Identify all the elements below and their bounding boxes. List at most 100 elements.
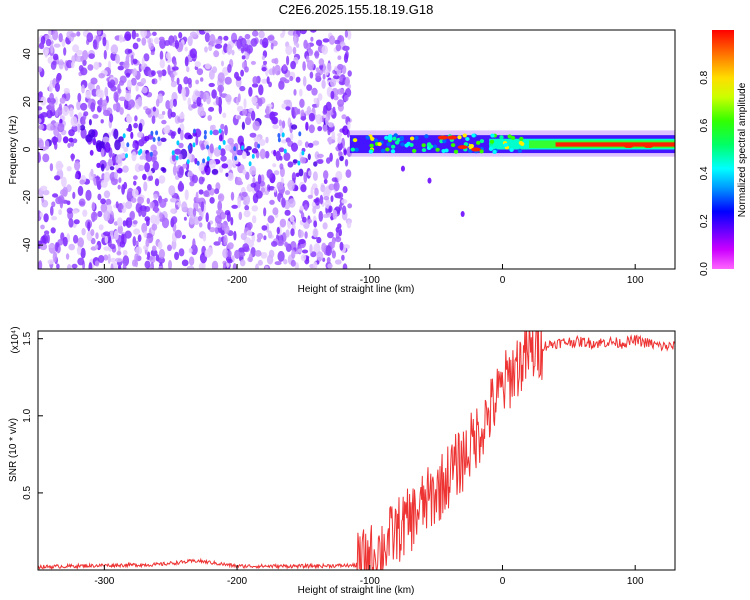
spectrogram-noise-blob [42,153,50,163]
spectrogram-noise-blob [249,132,257,138]
spectrogram-noise-blob [113,230,119,241]
spectrogram-noise-blob [343,94,349,102]
spectrogram-noise-blob [321,242,327,253]
spectrogram-accent-blob [139,148,143,154]
spectrogram-noise-blob [243,200,248,206]
signal-blob [432,144,438,149]
spectrogram-noise-blob [240,69,245,77]
spectrogram-noise-blob [183,76,189,85]
spectrogram-noise-blob [151,245,157,252]
spectrogram-noise-blob [202,233,207,242]
spectrogram-noise-blob [226,159,233,170]
spectrogram-noise-blob [169,99,174,109]
spectrogram-noise-blob [163,126,171,134]
spectrogram-noise-blob [345,169,352,178]
spectrogram-noise-blob [79,179,85,185]
spectrogram-noise-blob [272,163,277,168]
spectrogram-noise-blob [223,234,228,246]
spectrogram-noise-blob [326,157,331,164]
spectrogram-noise-blob [215,96,220,106]
spectrogram-noise-blob [122,165,129,173]
spectrogram-noise-blob [225,94,232,103]
colorbar-ticks: 0.0 0.2 0.4 0.6 0.8 [699,70,710,276]
spectrogram-noise-blob [238,211,243,221]
spectrogram-noise-blob [103,246,110,251]
spectrogram-noise-blob [152,150,158,157]
spectrogram-noise-blob [95,89,103,98]
spectrogram-noise-blob [293,35,297,46]
spectrogram-noise-blob [275,150,281,161]
spectrogram-noise-blob [103,49,107,60]
spectrogram-noise-blob [150,249,158,257]
spectrogram-noise-blob [192,207,197,218]
spectrogram-noise-blob [150,144,157,152]
signal-blob [444,148,449,153]
spectrogram-noise-blob [299,98,305,109]
spectrogram-noise-blob [72,138,78,144]
spectrogram-noise-blob [145,108,152,115]
spectrogram-noise-blob [337,135,342,144]
spectrogram-noise-blob [316,251,324,261]
spectrogram-noise-blob [135,246,143,255]
spectrogram-noise-blob [151,70,156,77]
signal-blob [488,146,494,151]
spectrogram-noise-blob [301,249,309,254]
spectrogram-noise-blob [90,211,98,221]
spectrogram-noise-blob [81,228,86,236]
spectrogram-noise-blob [281,197,286,208]
spectrogram-noise-blob [74,173,79,180]
spectrogram-noise-blob [278,147,285,153]
spectrogram-noise-blob [130,197,137,203]
spectrogram-noise-blob [273,149,277,157]
spectrogram-noise-blob [195,191,199,203]
spectrogram-noise-blob [300,184,307,193]
spectrogram-noise-blob [98,224,104,231]
spectrogram-noise-blob [251,205,259,212]
spectrogram-noise-blob [288,198,296,208]
signal-blob [369,143,374,148]
snr-frame [37,330,676,571]
spectrogram-noise-blob [74,160,81,171]
spectrogram-noise-blob [232,263,237,269]
spectrogram-y-tick-label: -40 [22,237,33,252]
spectrogram-noise-blob [222,248,229,259]
spectrogram-noise-blob [289,215,295,223]
spectrogram-noise-blob [152,31,157,36]
spectrogram-noise-blob [255,190,263,199]
spectrogram-noise-blob [194,61,201,68]
spectrogram-noise-blob [319,194,324,205]
spectrogram-noise-blob [120,140,125,149]
spectrogram-noise-blob [187,207,194,217]
spectrogram-noise-blob [334,39,340,45]
spectrogram-accent-blob [218,145,222,150]
spectrogram-noise-blob [88,53,95,59]
spectrogram-noise-blob [38,106,43,111]
spectrogram-noise-blob [318,58,325,66]
spectrogram-noise-blob [195,79,200,85]
spectrogram-noise-blob [57,122,65,133]
spectrogram-noise-blob [142,173,147,181]
spectrogram-noise-blob [261,78,268,84]
spectrogram-noise-blob [204,46,208,53]
snr-y-tick-label: 1.5 [22,331,33,345]
spectrogram-noise-blob [214,188,220,195]
spectrogram-noise-blob [346,220,352,229]
spectrogram-noise-blob [103,210,110,222]
spectrogram-noise-blob [310,36,314,42]
spectrogram-noise-blob [262,37,269,48]
spectrogram-accent-blob [297,160,301,166]
spectrogram-noise-blob [130,77,137,86]
spectrogram-noise-blob [300,156,306,164]
spectrogram-noise-blob [100,179,108,188]
spectrogram-noise-blob [325,245,332,257]
spectrogram-noise-blob [132,68,138,77]
spectrogram-noise-blob [332,209,338,220]
spectrogram-noise-blob [114,257,123,263]
spectrogram-x-tick-label: -200 [227,275,247,286]
spectrogram-noise-blob [125,72,131,78]
spectrogram-noise-blob [191,174,198,184]
spectrogram-noise-blob [221,222,226,231]
spectrogram-noise-blob [297,139,303,147]
spectrogram-noise-blob [154,37,160,45]
spectrogram-noise-blob [171,66,179,71]
